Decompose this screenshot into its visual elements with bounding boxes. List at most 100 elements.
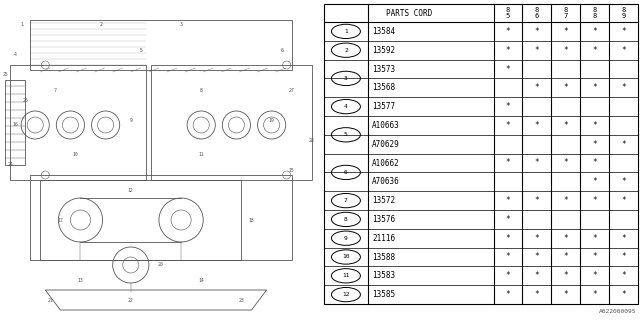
Text: 7: 7 [54, 87, 57, 92]
Text: *: * [593, 83, 597, 92]
Text: *: * [593, 271, 597, 280]
Text: 21116: 21116 [372, 234, 395, 243]
Text: *: * [621, 290, 626, 299]
Text: 11: 11 [198, 153, 204, 157]
Text: 11: 11 [342, 273, 349, 278]
Text: *: * [506, 215, 510, 224]
Text: 8
5: 8 5 [506, 7, 510, 19]
Text: *: * [593, 140, 597, 149]
Text: 13568: 13568 [372, 83, 395, 92]
Text: 5: 5 [140, 47, 142, 52]
Text: 10: 10 [72, 153, 78, 157]
Text: 2: 2 [344, 48, 348, 53]
Text: 13584: 13584 [372, 27, 395, 36]
Text: 21: 21 [47, 298, 53, 302]
Text: *: * [506, 196, 510, 205]
Text: 8
6: 8 6 [535, 7, 539, 19]
Text: *: * [593, 46, 597, 55]
Text: *: * [534, 252, 539, 261]
Text: *: * [563, 290, 568, 299]
Text: *: * [593, 290, 597, 299]
Text: *: * [593, 27, 597, 36]
Text: *: * [621, 140, 626, 149]
Text: 13585: 13585 [372, 290, 395, 299]
Text: 3: 3 [344, 76, 348, 81]
Text: *: * [593, 177, 597, 186]
Text: 22: 22 [128, 298, 134, 302]
Text: *: * [563, 27, 568, 36]
Text: *: * [593, 252, 597, 261]
Text: *: * [621, 196, 626, 205]
Text: 13577: 13577 [372, 102, 395, 111]
Text: 6: 6 [344, 170, 348, 175]
Text: *: * [593, 196, 597, 205]
Text: PARTS CORD: PARTS CORD [386, 9, 432, 18]
Text: 8: 8 [200, 87, 203, 92]
Text: A10663: A10663 [372, 121, 400, 130]
Text: *: * [621, 46, 626, 55]
Text: 9: 9 [344, 236, 348, 241]
Text: *: * [534, 46, 539, 55]
Text: 14: 14 [198, 277, 204, 283]
Text: 13573: 13573 [372, 65, 395, 74]
Text: *: * [621, 27, 626, 36]
Text: *: * [506, 121, 510, 130]
Text: *: * [506, 46, 510, 55]
Text: 27: 27 [289, 87, 294, 92]
Text: 8
8: 8 8 [593, 7, 596, 19]
Text: 7: 7 [344, 198, 348, 203]
Text: *: * [506, 252, 510, 261]
Text: 13583: 13583 [372, 271, 395, 280]
Text: *: * [534, 158, 539, 167]
Text: 23: 23 [239, 298, 244, 302]
Text: *: * [506, 271, 510, 280]
Text: A70636: A70636 [372, 177, 400, 186]
Text: 26: 26 [22, 98, 28, 102]
Text: 13588: 13588 [372, 252, 395, 261]
Text: A70629: A70629 [372, 140, 400, 149]
Text: *: * [534, 83, 539, 92]
Text: *: * [621, 271, 626, 280]
Text: *: * [563, 158, 568, 167]
Text: *: * [593, 121, 597, 130]
Text: *: * [621, 252, 626, 261]
Text: *: * [506, 234, 510, 243]
Text: *: * [621, 234, 626, 243]
Text: A022000095: A022000095 [599, 308, 637, 314]
Text: *: * [621, 83, 626, 92]
Text: *: * [534, 290, 539, 299]
Text: 13: 13 [77, 277, 83, 283]
Text: 25: 25 [2, 73, 8, 77]
Text: *: * [593, 158, 597, 167]
Text: 8: 8 [344, 217, 348, 222]
Text: *: * [534, 196, 539, 205]
Text: 13576: 13576 [372, 215, 395, 224]
Text: 12: 12 [128, 188, 134, 193]
Text: 17: 17 [58, 218, 63, 222]
Text: 10: 10 [342, 254, 349, 260]
Text: 1: 1 [344, 29, 348, 34]
Text: *: * [563, 46, 568, 55]
Text: 8
7: 8 7 [564, 7, 568, 19]
Text: 18: 18 [248, 218, 254, 222]
Text: 19: 19 [269, 117, 275, 123]
Text: A10662: A10662 [372, 158, 400, 167]
Text: 5: 5 [344, 132, 348, 137]
Text: *: * [534, 121, 539, 130]
Text: 1: 1 [20, 22, 24, 28]
Text: 15: 15 [289, 167, 294, 172]
Text: 13592: 13592 [372, 46, 395, 55]
Text: *: * [506, 158, 510, 167]
Text: 12: 12 [342, 292, 349, 297]
Text: 16: 16 [12, 123, 18, 127]
Text: *: * [506, 290, 510, 299]
Text: *: * [534, 27, 539, 36]
Text: *: * [506, 65, 510, 74]
Text: *: * [621, 177, 626, 186]
Text: *: * [563, 196, 568, 205]
Text: *: * [506, 27, 510, 36]
Text: 9: 9 [129, 117, 132, 123]
Text: 8
9: 8 9 [621, 7, 626, 19]
Text: *: * [563, 252, 568, 261]
Text: 28: 28 [309, 138, 315, 142]
